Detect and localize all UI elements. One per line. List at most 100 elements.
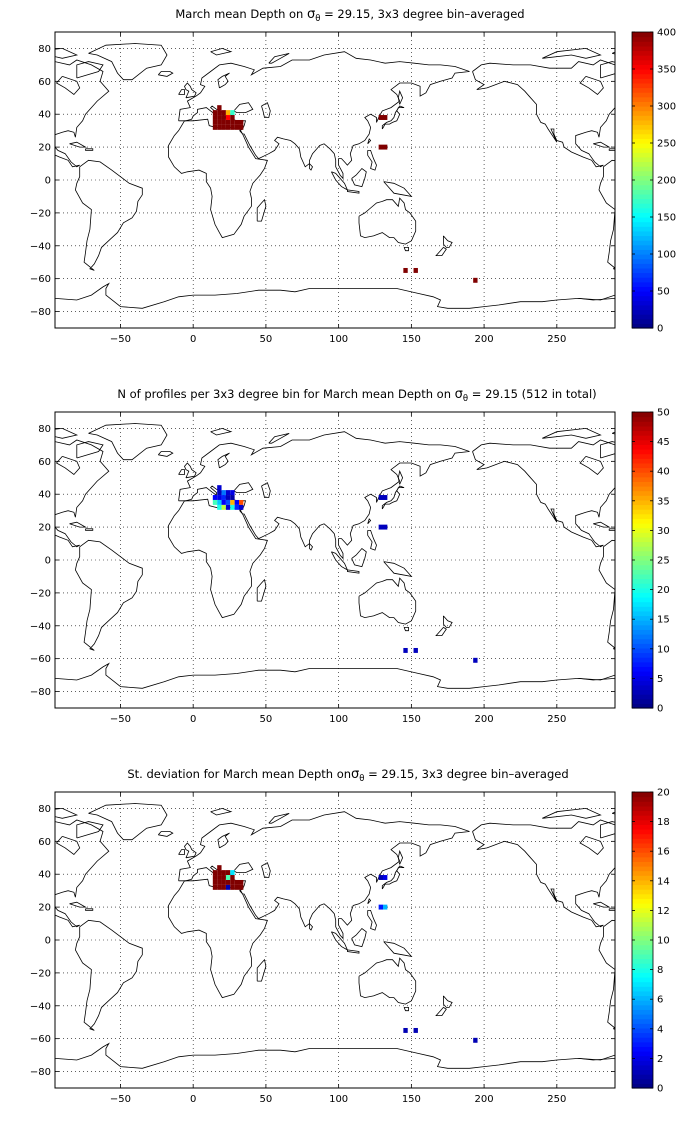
y-tick-label: −40 <box>30 621 51 632</box>
data-cell <box>221 499 226 505</box>
colorbar-segment <box>632 792 653 798</box>
x-axis: −50 0 50 100 150 200 250 <box>110 792 566 1105</box>
coastline <box>608 908 615 911</box>
colorbar-tick-label: 35 <box>657 496 670 507</box>
data-cell <box>221 490 226 496</box>
colorbar-segment <box>632 180 653 186</box>
colorbar-segment <box>632 810 653 816</box>
colorbar-tick-label: 50 <box>657 408 670 419</box>
colorbar-segment <box>632 986 653 992</box>
data-cell <box>403 267 408 273</box>
coastline <box>88 423 168 461</box>
colorbar-segment <box>632 634 653 640</box>
data-cell <box>230 124 235 130</box>
data-cell <box>212 119 218 125</box>
colorbar-segment <box>632 916 653 923</box>
colorbar-segment <box>632 620 653 626</box>
data-cell <box>230 115 235 120</box>
colorbar-segment <box>632 680 653 686</box>
colorbar-segment <box>632 972 653 978</box>
coastline <box>55 282 615 309</box>
y-tick-label: 40 <box>38 490 51 501</box>
x-tick-label: −50 <box>110 714 131 725</box>
colorbar-segment <box>632 689 653 695</box>
data-cell <box>212 110 218 116</box>
colorbar-tick-label: 5 <box>657 674 663 685</box>
coastline <box>358 577 417 625</box>
y-tick-label: 0 <box>45 176 51 187</box>
colorbar-segment <box>632 1037 653 1043</box>
data-cell <box>473 277 478 283</box>
coastline <box>472 59 615 168</box>
colorbar-segment <box>632 221 653 227</box>
colorbar-segment <box>632 949 653 955</box>
data-cell <box>212 499 218 505</box>
colorbar-segment <box>632 926 653 932</box>
coastline <box>85 148 94 151</box>
coastline <box>682 452 696 457</box>
colorbar-segment <box>632 212 653 218</box>
colorbar-segment <box>632 884 653 890</box>
colorbar-segment <box>632 819 653 825</box>
coastline <box>367 898 372 905</box>
colorbar-segment <box>632 898 653 904</box>
colorbar-segment <box>632 1060 653 1066</box>
colorbar-segment <box>632 129 653 135</box>
x-tick-label: 50 <box>260 714 273 725</box>
coastline <box>178 849 185 855</box>
data-cell <box>217 115 222 120</box>
colorbar-segment <box>632 578 653 584</box>
y-axis: −80 −60 −40 −20 0 20 40 60 80 <box>30 44 615 318</box>
y-tick-label: 0 <box>45 556 51 567</box>
coastline <box>472 439 615 548</box>
data-cell <box>234 884 239 890</box>
y-tick-label: −20 <box>30 968 51 979</box>
colorbar-segment <box>632 156 653 163</box>
data-cell <box>403 647 408 653</box>
colorbar-segment <box>632 1064 653 1071</box>
colorbar-segment <box>632 671 653 677</box>
colorbar-segment <box>632 267 653 274</box>
x-axis: −50 0 50 100 150 200 250 <box>110 32 566 345</box>
data-cell <box>234 119 239 125</box>
colorbar-segment <box>632 643 653 649</box>
coastline <box>55 662 615 689</box>
colorbar-tick-label: 50 <box>657 287 670 298</box>
x-tick-label: 50 <box>260 334 273 345</box>
colorbar-tick-label: 20 <box>657 585 670 596</box>
data-cell <box>225 115 231 120</box>
coastline <box>184 842 197 859</box>
colorbar-segment <box>632 601 653 607</box>
coastline <box>256 198 267 222</box>
colorbar-segment <box>632 958 653 964</box>
data-cell <box>239 884 244 890</box>
y-axis: −80 −60 −40 −20 0 20 40 60 80 <box>30 424 615 698</box>
data-cell <box>378 495 383 500</box>
coastline <box>184 462 197 479</box>
colorbar-segment <box>632 193 653 200</box>
colorbar-segment <box>632 161 653 167</box>
colorbar-segment <box>632 295 653 301</box>
y-tick-label: −80 <box>30 307 51 318</box>
data-cell <box>383 144 388 150</box>
data-cell <box>217 119 222 125</box>
colorbar-segment <box>632 1051 653 1057</box>
colorbar-segment <box>632 1055 653 1061</box>
colorbar-segment <box>632 490 653 496</box>
y-tick-label: 60 <box>38 457 51 468</box>
colorbar-segment <box>632 175 653 181</box>
colorbar-segment <box>632 606 653 612</box>
coastline <box>593 901 611 908</box>
colorbar-segment <box>632 560 653 566</box>
x-tick-label: 200 <box>475 714 494 725</box>
colorbar-segment <box>632 435 653 441</box>
y-tick-label: 20 <box>38 143 51 154</box>
y-tick-label: 20 <box>38 523 51 534</box>
coastline <box>383 561 413 578</box>
data-cell <box>239 124 244 130</box>
coastline <box>600 61 615 79</box>
coastline <box>217 72 230 89</box>
colorbar-segment <box>632 1069 653 1075</box>
y-tick-label: −60 <box>30 1034 51 1045</box>
data-cell <box>383 115 388 120</box>
